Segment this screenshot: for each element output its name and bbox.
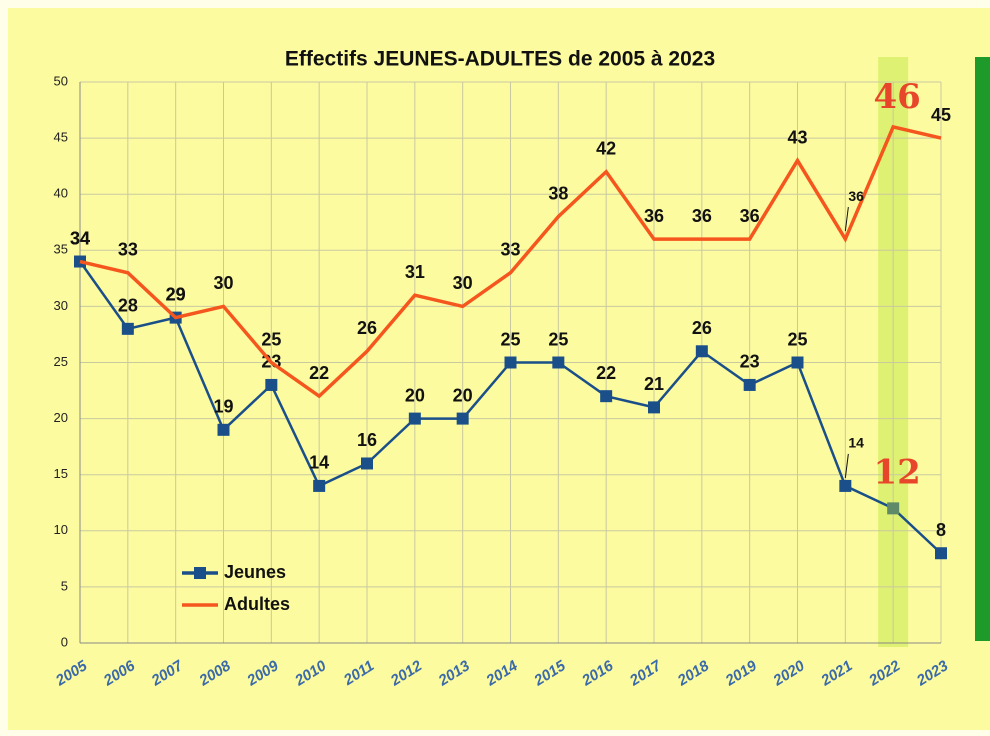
value-label: 36 [644,206,664,226]
y-tick-label: 30 [54,298,68,313]
marker [408,412,421,425]
marker [887,502,900,515]
marker [504,356,517,369]
side-bar [975,57,990,641]
marker [552,356,565,369]
value-label: 36 [740,206,760,226]
value-label: 34 [70,228,90,248]
leader-line [844,453,849,478]
marker [217,423,230,436]
value-label-highlight: 46 [874,77,921,117]
value-label: 30 [213,273,233,293]
value-label: 38 [548,183,568,203]
value-label: 23 [740,352,760,372]
y-tick-label: 35 [54,242,68,257]
marker [935,547,947,560]
value-label: 45 [931,105,951,125]
marker [648,401,660,414]
value-label: 26 [692,318,712,338]
value-label-highlight: 12 [874,452,921,492]
value-label: 30 [453,273,473,293]
marker [313,479,326,492]
value-label: 29 [166,284,186,304]
marker [600,390,613,403]
value-label: 25 [261,329,281,349]
marker [839,479,852,492]
value-label: 26 [357,318,377,338]
value-label: 21 [644,374,664,394]
y-tick-label: 25 [54,354,68,369]
value-label: 28 [118,296,138,316]
value-label-small: 36 [848,188,864,204]
marker [456,412,469,425]
chart-title: Effectifs JEUNES-ADULTES de 2005 à 2023 [285,48,715,71]
value-label: 42 [596,139,616,159]
value-label: 25 [500,329,520,349]
legend-marker [194,567,206,579]
marker [695,345,708,358]
value-label: 25 [548,329,568,349]
marker [791,356,804,369]
y-tick-label: 50 [54,73,68,88]
value-label: 20 [453,385,473,405]
value-label: 36 [692,206,712,226]
value-label: 14 [309,453,329,473]
value-label: 22 [309,363,329,383]
y-tick-label: 20 [54,410,68,425]
legend-label: Jeunes [224,562,286,582]
marker [361,457,373,470]
y-tick-label: 10 [54,522,68,537]
value-label: 29 [166,284,186,304]
value-label: 20 [405,385,425,405]
y-tick-label: 0 [61,634,68,649]
value-label: 33 [500,239,520,259]
value-label-small: 14 [848,435,864,451]
background [8,8,990,730]
value-label: 16 [357,430,377,450]
y-tick-label: 15 [54,466,68,481]
value-label: 8 [936,520,946,540]
y-tick-label: 5 [61,578,68,593]
value-label: 22 [596,363,616,383]
value-label: 25 [787,329,807,349]
marker [121,322,134,335]
marker [743,378,756,391]
value-label: 43 [787,127,807,147]
value-label: 33 [118,239,138,259]
value-label: 19 [213,397,233,417]
series-line [79,124,942,399]
value-label: 34 [70,228,90,248]
legend-label: Adultes [224,594,290,614]
marker [265,378,278,391]
value-label: 31 [405,262,425,282]
y-tick-label: 45 [54,130,68,145]
y-tick-label: 40 [54,186,68,201]
leader-line [844,207,849,232]
